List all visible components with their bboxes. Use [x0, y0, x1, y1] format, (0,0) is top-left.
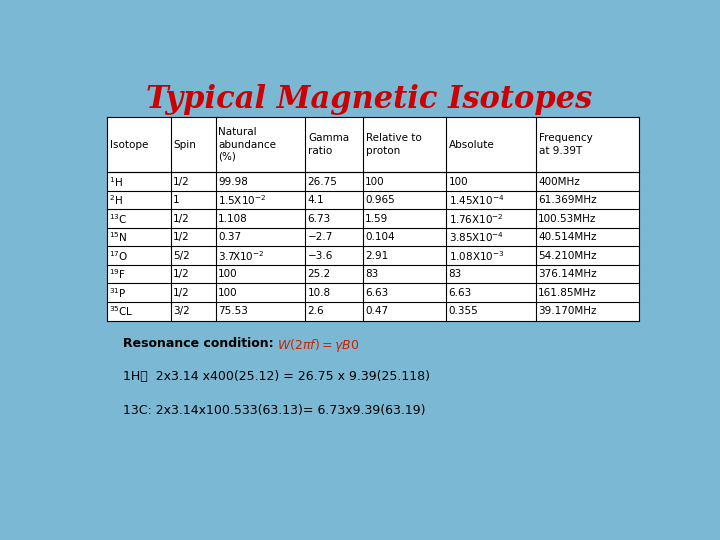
Text: 3/2: 3/2	[173, 306, 190, 316]
Text: 1.108: 1.108	[218, 214, 248, 224]
Text: 5/2: 5/2	[173, 251, 190, 261]
Text: 83: 83	[449, 269, 462, 279]
Text: Resonance condition:: Resonance condition:	[124, 337, 279, 350]
Text: 100: 100	[218, 269, 238, 279]
Text: 1.76X10$^{-2}$: 1.76X10$^{-2}$	[449, 212, 503, 226]
Text: Gamma
ratio: Gamma ratio	[308, 133, 349, 156]
Text: 1H：  2x3.14 x400(25.12) = 26.75 x 9.39(25.118): 1H： 2x3.14 x400(25.12) = 26.75 x 9.39(25…	[124, 370, 431, 383]
Text: $^{35}$CL: $^{35}$CL	[109, 305, 133, 318]
Text: 13C: 2x3.14x100.533(63.13)= 6.73x9.39(63.19): 13C: 2x3.14x100.533(63.13)= 6.73x9.39(63…	[124, 404, 426, 417]
Text: 100: 100	[218, 288, 238, 298]
Text: $^{13}$C: $^{13}$C	[109, 212, 127, 226]
Text: −3.6: −3.6	[307, 251, 333, 261]
Text: 1: 1	[173, 195, 180, 205]
Text: 1.5X10$^{-2}$: 1.5X10$^{-2}$	[218, 193, 266, 207]
Text: 0.355: 0.355	[449, 306, 478, 316]
Text: 6.73: 6.73	[307, 214, 330, 224]
Text: 26.75: 26.75	[307, 177, 338, 187]
Text: $W(2\pi f)=\gamma B0$: $W(2\pi f)=\gamma B0$	[277, 337, 359, 354]
Text: $^{2}$H: $^{2}$H	[109, 193, 122, 207]
Text: 100: 100	[365, 177, 385, 187]
Text: $^{17}$O: $^{17}$O	[109, 249, 128, 262]
Text: 1.08X10$^{-3}$: 1.08X10$^{-3}$	[449, 249, 504, 262]
Text: 161.85MHz: 161.85MHz	[539, 288, 597, 298]
Text: 100: 100	[449, 177, 468, 187]
Text: 0.104: 0.104	[365, 232, 395, 242]
Text: 54.210MHz: 54.210MHz	[539, 251, 597, 261]
Text: 6.63: 6.63	[449, 288, 472, 298]
Text: 100.53MHz: 100.53MHz	[539, 214, 597, 224]
Text: 1/2: 1/2	[173, 288, 190, 298]
Text: Absolute: Absolute	[449, 139, 495, 150]
Text: 0.965: 0.965	[365, 195, 395, 205]
Text: $^{31}$P: $^{31}$P	[109, 286, 127, 300]
FancyBboxPatch shape	[107, 117, 639, 321]
Text: 400MHz: 400MHz	[539, 177, 580, 187]
Text: 1.59: 1.59	[365, 214, 389, 224]
Text: 1/2: 1/2	[173, 232, 190, 242]
Text: Natural
abundance
(%): Natural abundance (%)	[218, 127, 276, 162]
Text: Typical Magnetic Isotopes: Typical Magnetic Isotopes	[146, 84, 592, 114]
Text: 83: 83	[365, 269, 379, 279]
Text: 25.2: 25.2	[307, 269, 330, 279]
Text: 2.6: 2.6	[307, 306, 324, 316]
Text: 3.85X10$^{-4}$: 3.85X10$^{-4}$	[449, 230, 503, 244]
Text: 10.8: 10.8	[307, 288, 330, 298]
Text: $^{19}$F: $^{19}$F	[109, 267, 126, 281]
Text: 39.170MHz: 39.170MHz	[539, 306, 597, 316]
Text: 3.7X10$^{-2}$: 3.7X10$^{-2}$	[218, 249, 264, 262]
Text: 75.53: 75.53	[218, 306, 248, 316]
Text: $^{1}$H: $^{1}$H	[109, 175, 122, 188]
Text: $^{15}$N: $^{15}$N	[109, 230, 127, 244]
Text: 0.47: 0.47	[365, 306, 388, 316]
Text: 61.369MHz: 61.369MHz	[539, 195, 597, 205]
Text: 2.91: 2.91	[365, 251, 389, 261]
Text: 4.1: 4.1	[307, 195, 324, 205]
Text: Frequency
at 9.39T: Frequency at 9.39T	[539, 133, 593, 156]
Text: 40.514MHz: 40.514MHz	[539, 232, 597, 242]
Text: 376.14MHz: 376.14MHz	[539, 269, 597, 279]
Text: 0.37: 0.37	[218, 232, 241, 242]
Text: Relative to
proton: Relative to proton	[366, 133, 421, 156]
Text: 99.98: 99.98	[218, 177, 248, 187]
Text: Isotope: Isotope	[109, 139, 148, 150]
Text: 1.45X10$^{-4}$: 1.45X10$^{-4}$	[449, 193, 504, 207]
Text: 6.63: 6.63	[365, 288, 389, 298]
Text: 1/2: 1/2	[173, 269, 190, 279]
Text: −2.7: −2.7	[307, 232, 333, 242]
Text: 1/2: 1/2	[173, 177, 190, 187]
Text: 1/2: 1/2	[173, 214, 190, 224]
Text: Spin: Spin	[174, 139, 197, 150]
